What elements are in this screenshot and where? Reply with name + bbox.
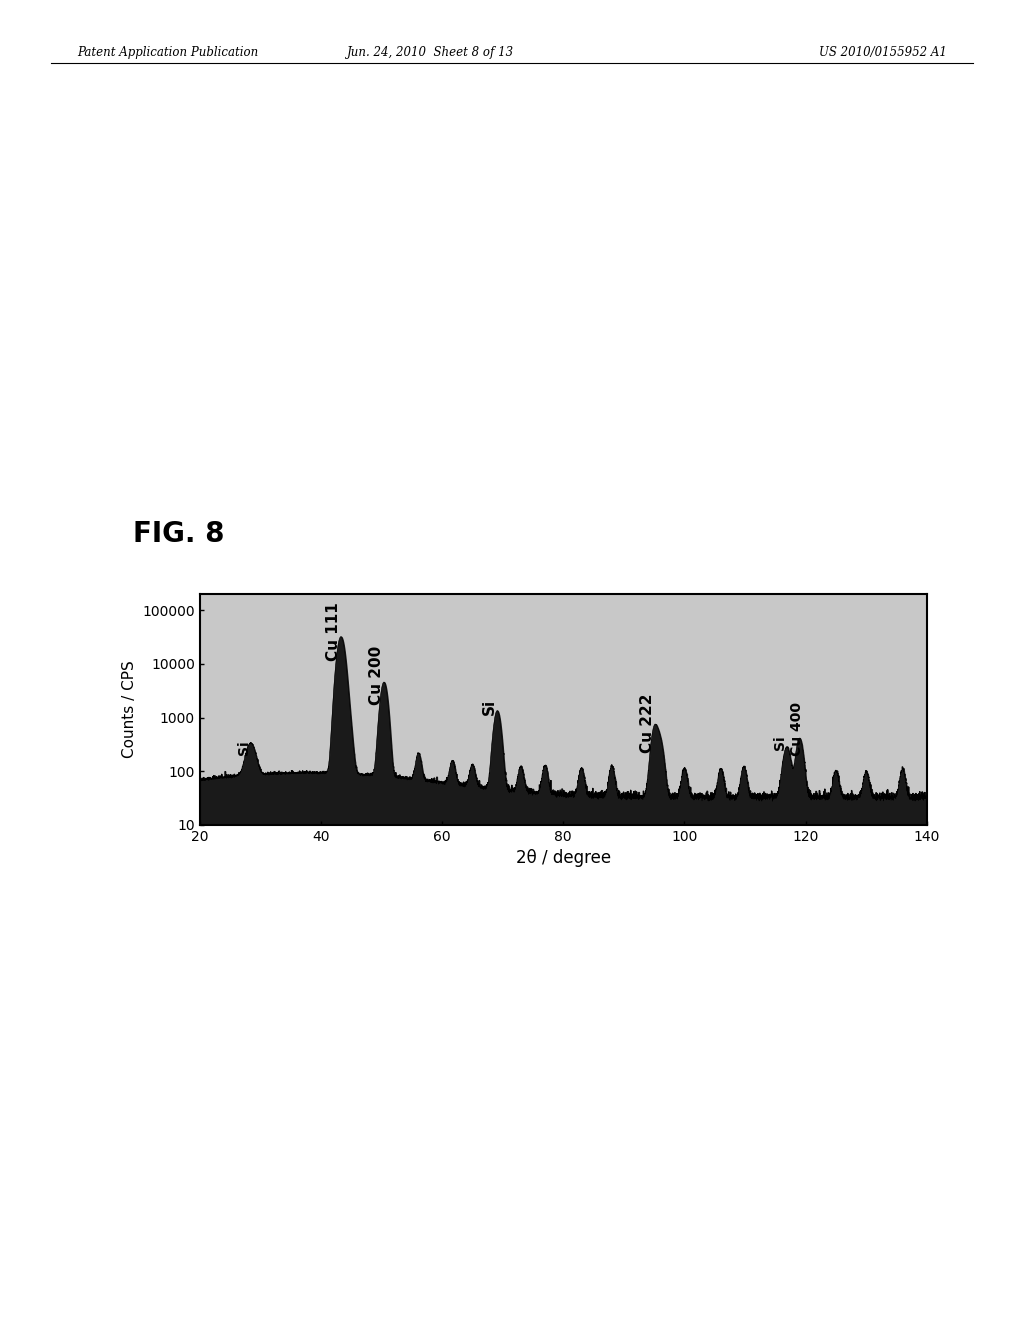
Text: Si: Si — [773, 735, 786, 750]
Text: Cu 200: Cu 200 — [369, 647, 384, 705]
Text: Si: Si — [482, 698, 498, 714]
Text: Jun. 24, 2010  Sheet 8 of 13: Jun. 24, 2010 Sheet 8 of 13 — [346, 46, 514, 59]
Text: Patent Application Publication: Patent Application Publication — [77, 46, 258, 59]
Text: Cu 222: Cu 222 — [640, 693, 654, 752]
Text: US 2010/0155952 A1: US 2010/0155952 A1 — [819, 46, 947, 59]
X-axis label: 2θ / degree: 2θ / degree — [516, 849, 610, 867]
Text: Si: Si — [238, 741, 251, 755]
Text: Cu 400: Cu 400 — [791, 702, 804, 756]
Y-axis label: Counts / CPS: Counts / CPS — [122, 660, 136, 759]
Text: Cu 111: Cu 111 — [326, 602, 341, 661]
Text: FIG. 8: FIG. 8 — [133, 520, 224, 548]
